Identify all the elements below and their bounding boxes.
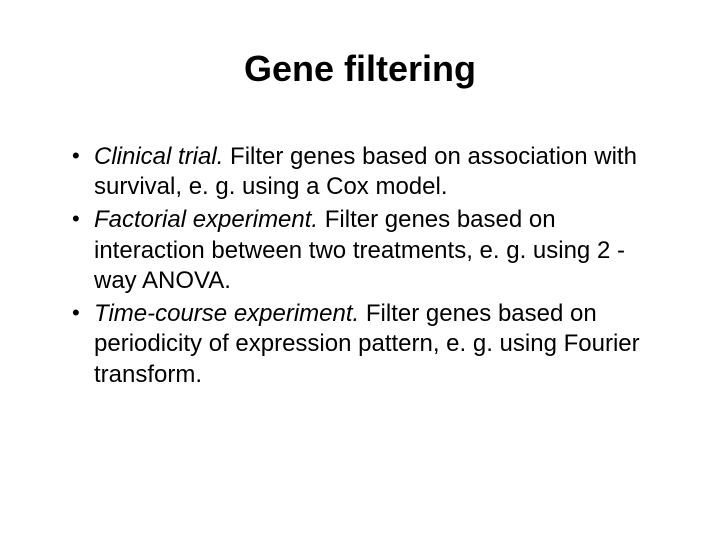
bullet-lead: Time-course experiment. [94,300,359,327]
list-item: Clinical trial. Filter genes based on as… [70,142,660,202]
bullet-lead: Factorial experiment. [94,206,318,233]
list-item: Factorial experiment. Filter genes based… [70,205,660,296]
bullet-lead: Clinical trial. [94,143,223,170]
bullet-list: Clinical trial. Filter genes based on as… [60,142,660,390]
list-item: Time-course experiment. Filter genes bas… [70,299,660,390]
slide: Gene filtering Clinical trial. Filter ge… [0,0,720,540]
slide-title: Gene filtering [60,48,660,90]
